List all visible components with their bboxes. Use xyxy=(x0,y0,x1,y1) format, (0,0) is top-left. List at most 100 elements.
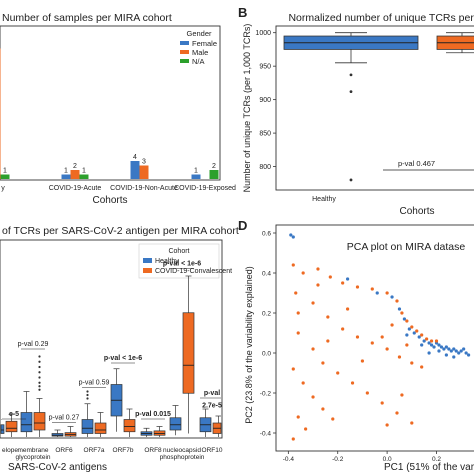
c-annotation-2: p-val 0.27 xyxy=(49,415,80,422)
c-box-3-1 xyxy=(94,422,107,434)
panel-a-title: Number of samples per MIRA cohort xyxy=(2,12,172,24)
c-box-3-0 xyxy=(81,419,94,434)
legend-swatch-female xyxy=(180,41,189,45)
panel-d-ytick-label--0.4: -0.4 xyxy=(260,431,272,438)
panel-c-legend-title: Cohort xyxy=(168,248,189,255)
panel-d-title: PCA plot on MIRA datase xyxy=(347,241,466,253)
scatter-point-orange-29 xyxy=(321,361,325,365)
scatter-point-orange-33 xyxy=(380,401,384,405)
scatter-point-orange-9 xyxy=(400,311,404,315)
panel-b-ytick-label-800: 800 xyxy=(259,164,271,171)
panel-d-ticks: -0.4 -0.2 0.0 0.2 -0.4 -0.2 0.0 0.2 0.4 0.6 xyxy=(260,231,442,464)
panel-c-annotations: e-5 p-val 0.29 p-val 0.27 p-val 0.59 p-val <… xyxy=(2,261,222,423)
scatter-point-orange-11 xyxy=(410,325,414,329)
scatter-point-orange-38 xyxy=(311,395,315,399)
bar-female-1 xyxy=(61,174,71,179)
scatter-point-orange-13 xyxy=(420,333,424,337)
c-outlier-1-1-4 xyxy=(38,371,41,374)
c-box-0-0 xyxy=(0,424,5,434)
panel-a-xtick-0: y xyxy=(1,185,5,192)
scatter-point-blue-30 xyxy=(466,353,471,357)
bar-value-label-2-1: 1 xyxy=(82,168,86,175)
scatter-point-orange-12 xyxy=(415,329,419,333)
panel-a: Number of samples per MIRA cohort 1 12143… xyxy=(0,12,236,206)
scatter-point-orange-43 xyxy=(291,437,295,441)
panel-a-legend: Gender Female Male N/A xyxy=(180,29,217,66)
scatter-point-orange-44 xyxy=(385,423,389,427)
c-outlier-1-1-2 xyxy=(38,381,41,384)
scatter-point-orange-37 xyxy=(301,381,305,385)
scatter-point-orange-46 xyxy=(360,359,365,363)
scatter-point-orange-23 xyxy=(385,347,389,351)
scatter-point-orange-5 xyxy=(355,285,360,289)
scatter-point-blue-25 xyxy=(462,347,466,351)
panel-c-xtick-1: membrane glycoprotein xyxy=(15,447,50,461)
panel-b-title: Normalized number of unique TCRs per exp… xyxy=(288,12,474,24)
c-annotation-4: p-val < 1e-6 xyxy=(104,355,142,362)
c-outlier-3-0-1 xyxy=(86,393,89,397)
scatter-point-blue-17 xyxy=(442,347,446,351)
scatter-point-orange-39 xyxy=(321,407,325,411)
bar-male-0 xyxy=(0,48,1,179)
scatter-point-blue-23 xyxy=(457,351,461,355)
c-outlier-1-1-1 xyxy=(38,385,41,388)
panel-c-xlabel: SARS-CoV-2 antigens xyxy=(8,462,107,473)
c-annotation-0: e-5 xyxy=(9,411,19,418)
panel-d-ytick-label-0.4: 0.4 xyxy=(262,271,271,278)
scatter-point-orange-16 xyxy=(434,339,439,343)
scatter-point-blue-1 xyxy=(291,235,295,239)
bar-value-label-2-3: 2 xyxy=(212,163,216,170)
box-outlier-0-2 xyxy=(349,178,353,182)
panel-b-xtick-healthy: Healthy xyxy=(312,196,336,203)
c-box-4-1 xyxy=(123,419,136,433)
scatter-point-blue-0 xyxy=(289,233,293,237)
panel-c-xtick-2: ORF6 xyxy=(55,447,73,454)
scatter-point-orange-21 xyxy=(355,335,360,339)
bar-value-label-0-3: 1 xyxy=(194,168,198,175)
scatter-point-orange-49 xyxy=(390,323,394,327)
panel-c-xtick-7: ORF10 xyxy=(202,447,223,454)
bar-male-1 xyxy=(70,170,80,179)
legend-label-convalescent: COVID-19-Convalescent xyxy=(155,268,232,275)
scatter-point-blue-26 xyxy=(464,351,468,355)
c-box-6-0 xyxy=(169,417,182,431)
scatter-point-blue-10 xyxy=(422,339,426,343)
panel-b: B Normalized number of unique TCRs per e… xyxy=(238,5,474,217)
scatter-point-orange-2 xyxy=(316,267,320,271)
scatter-point-orange-53 xyxy=(296,311,300,315)
scatter-point-blue-18 xyxy=(444,345,448,349)
c-outlier-1-1-7 xyxy=(38,355,41,358)
scatter-point-orange-47 xyxy=(346,307,350,311)
panel-c-tick-labels: elope membrane glycoprotein ORF6 ORF7a ORF7b O… xyxy=(2,447,223,461)
scatter-point-orange-48 xyxy=(316,283,320,287)
scatter-point-blue-15 xyxy=(437,343,441,347)
panel-c-xtick-line: phosphoprotein xyxy=(160,454,205,461)
scatter-point-blue-19 xyxy=(447,347,451,351)
c-annotation-1: p-val 0.29 xyxy=(18,341,49,348)
c-box-1-1 xyxy=(33,412,46,431)
scatter-point-blue-8 xyxy=(412,331,416,335)
panel-c: of TCRs per SARS-CoV-2 antigen per MIRA … xyxy=(0,225,239,473)
bar-na-3 xyxy=(209,170,219,179)
scatter-point-orange-0 xyxy=(291,263,295,267)
panel-d-xtick-label--0.4: -0.4 xyxy=(283,456,295,463)
legend-swatch-healthy xyxy=(143,258,152,263)
legend-swatch-na xyxy=(180,59,189,63)
scatter-point-blue-9 xyxy=(417,335,421,339)
panel-c-xtick-line: membrane xyxy=(17,447,48,454)
panel-c-xtick-line: nucleocapsid xyxy=(163,447,201,454)
scatter-point-orange-27 xyxy=(296,331,300,335)
scatter-point-orange-45 xyxy=(400,393,404,397)
scatter-point-blue-28 xyxy=(420,343,424,347)
panel-c-xtick-6: nucleocapsid phosphoprotein xyxy=(160,447,205,461)
bar-female-3 xyxy=(191,174,201,179)
panel-d-xtick-label-0: 0.0 xyxy=(383,456,392,463)
c-annotation-5: p-val 0.015 xyxy=(135,411,171,418)
panel-a-tick-labels: y COVID-19-Acute COVID-19-Non-AcuteCOVID-1… xyxy=(1,185,236,192)
scatter-point-blue-24 xyxy=(459,349,463,353)
bar-male-2 xyxy=(139,165,149,179)
legend-label-female: Female xyxy=(192,39,217,48)
panel-c-title: of TCRs per SARS-CoV-2 antigen per MIRA … xyxy=(2,225,239,237)
